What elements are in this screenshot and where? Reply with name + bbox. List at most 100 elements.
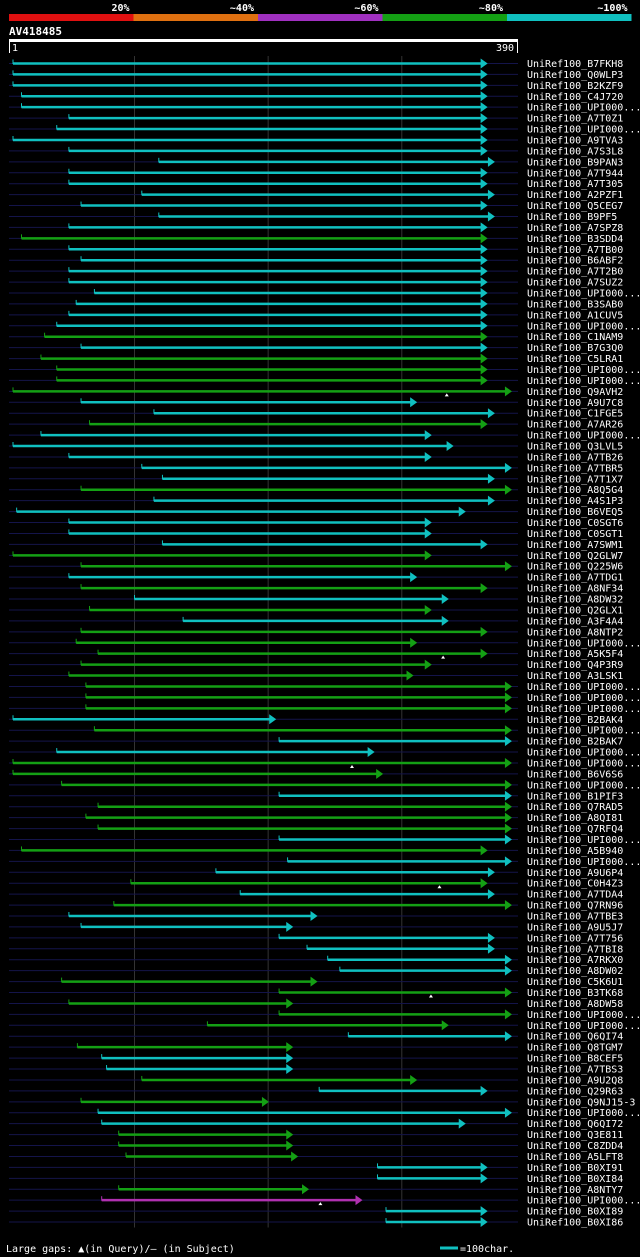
hit-label: UniRef100_Q29R63 [527,1086,623,1097]
hit-row: UniRef100_B7FKH8 [9,58,623,70]
hit-arrowhead [480,277,488,288]
hit-label: UniRef100_B0XI91 [527,1163,623,1174]
hit-row: UniRef100_Q8TGM7 [9,1042,623,1054]
hit-arrowhead [410,397,418,408]
hit-row: UniRef100_A7SUZ2 [9,277,623,289]
hit-label: UniRef100_A7T0Z1 [527,114,623,125]
hit-row: UniRef100_A7TDG1 [9,572,623,584]
hit-label: UniRef100_A9U7C8 [527,398,623,409]
hit-arrowhead [480,309,488,320]
hit-label: UniRef100_UPI000... [527,365,640,376]
hit-row: UniRef100_Q2GLX1 [9,604,623,616]
hit-label: UniRef100_A9U2Q8 [527,1075,623,1086]
hit-arrowhead [480,320,488,331]
hit-row: UniRef100_B0XI86 [9,1217,623,1229]
hit-label: UniRef100_A7TDA4 [527,890,623,901]
hit-arrowhead [480,331,488,342]
hit-label: UniRef100_UPI000... [527,693,640,704]
hit-label: UniRef100_A8NTP2 [527,627,623,638]
hit-label: UniRef100_UPI000... [527,758,640,769]
hit-row: UniRef100_A1CUV5 [9,309,623,321]
hit-row: UniRef100_Q6QI74 [9,1031,623,1043]
hit-row: UniRef100_A9U2Q8 [9,1074,623,1086]
hit-label: UniRef100_UPI000... [527,1010,640,1021]
hit-row: UniRef100_A7TBR5 [9,462,623,474]
hit-arrowhead [446,441,454,452]
hit-arrowhead [504,812,512,823]
legend-label: 20% [111,3,129,14]
hit-arrowhead [487,932,495,943]
hit-label: UniRef100_A7RKX0 [527,955,623,966]
legend-swatch [258,14,383,21]
hit-row: UniRef100_A5K5F4 [9,648,623,660]
query-bar [9,39,518,42]
hit-row: UniRef100_Q7RFQ4 [9,823,623,835]
hit-arrowhead [487,495,495,506]
hit-row: UniRef100_UPI000... [9,1195,640,1207]
hit-arrowhead [504,823,512,834]
hit-row: UniRef100_UPI000... [9,725,640,737]
hit-label: UniRef100_A8DW58 [527,999,623,1010]
hit-row: UniRef100_UPI000... [9,747,640,759]
hit-label: UniRef100_C5K6U1 [527,977,623,988]
hit-arrowhead [480,287,488,298]
hit-label: UniRef100_UPI000... [527,748,640,759]
hit-label: UniRef100_A8NF34 [527,584,623,595]
hit-label: UniRef100_A8QI81 [527,813,623,824]
hit-label: UniRef100_A5LFT8 [527,1152,623,1163]
hit-row: UniRef100_UPI000... [9,287,640,299]
hit-arrowhead [410,1074,418,1085]
hit-row: UniRef100_A7TDA4 [9,889,623,901]
hit-arrowhead [286,921,294,932]
hit-arrowhead [355,1195,363,1206]
hit-row: UniRef100_C5K6U1 [9,976,623,988]
legend-label: ~100% [597,3,627,14]
hit-arrowhead [487,943,495,954]
hit-row: UniRef100_B3SDD4 [9,233,623,245]
hit-arrowhead [487,473,495,484]
hit-row: UniRef100_A7T2B0 [9,266,623,278]
hit-arrowhead [424,659,432,670]
hit-arrowhead [504,757,512,768]
hit-row: UniRef100_C4J720 [9,91,623,103]
hit-arrowhead [480,58,488,69]
hit-label: UniRef100_UPI000... [527,1108,640,1119]
hit-label: UniRef100_UPI000... [527,431,640,442]
hit-arrowhead [269,714,277,725]
hit-row: UniRef100_UPI000... [9,124,640,136]
hit-label: UniRef100_B2BAK7 [527,737,623,748]
hit-row: UniRef100_UPI000... [9,375,640,387]
hit-arrowhead [286,1129,294,1140]
hit-label: UniRef100_Q2GLX1 [527,605,623,616]
hit-row: UniRef100_A7TB00 [9,244,623,256]
hit-label: UniRef100_UPI000... [527,857,640,868]
hit-arrowhead [504,692,512,703]
hit-row: UniRef100_UPI000... [9,364,640,376]
hit-label: UniRef100_B9PAN3 [527,157,623,168]
hit-label: UniRef100_UPI000... [527,288,640,299]
hit-label: UniRef100_C5LRA1 [527,354,623,365]
hit-arrowhead [504,462,512,473]
hit-arrowhead [480,1217,488,1228]
hit-row: UniRef100_B1PIF3 [9,790,623,802]
hit-label: UniRef100_UPI000... [527,103,640,114]
hit-row: UniRef100_A7T0Z1 [9,113,623,125]
legend-label: ~60% [354,3,378,14]
gap-marker [441,655,446,659]
hit-arrowhead [480,419,488,430]
legend-label: ~80% [479,3,503,14]
hit-row: UniRef100_A4S1P3 [9,495,623,507]
hit-row: UniRef100_A9U7C8 [9,397,623,409]
legend-swatch [507,14,632,21]
hit-arrowhead [480,233,488,244]
hit-arrowhead [458,506,466,517]
hit-row: UniRef100_B0XI91 [9,1162,623,1174]
hit-arrowhead [480,178,488,189]
hit-row: UniRef100_UPI000... [9,1107,640,1119]
hit-label: UniRef100_A8NTY7 [527,1185,623,1196]
hit-arrowhead [424,430,432,441]
hit-label: UniRef100_Q4P3R9 [527,660,623,671]
hit-label: UniRef100_B3SDD4 [527,234,623,245]
legend-swatch [9,14,134,21]
hit-arrowhead [504,954,512,965]
